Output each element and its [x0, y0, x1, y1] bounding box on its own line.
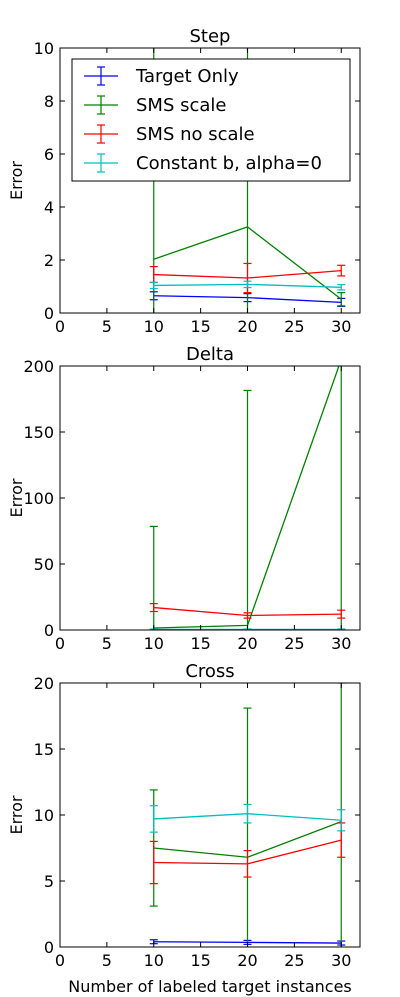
error-bar: [149, 602, 158, 613]
legend: Target Only SMS scale SMS no scale Constant…: [71, 58, 351, 182]
error-bar: [149, 840, 158, 885]
legend-box: [71, 58, 351, 182]
y-tick-label: 6: [44, 145, 54, 164]
x-tick-label: 0: [55, 634, 65, 653]
x-tick-label: 30: [331, 951, 351, 970]
y-tick-label: 50: [34, 555, 54, 574]
figure-x-axis-label: Number of labeled target instances: [68, 977, 352, 996]
series-sms-scale: [153, 48, 346, 313]
error-bar: [246, 48, 249, 313]
y-tick-label: 2: [44, 251, 54, 270]
y-tick-label: 0: [44, 304, 54, 323]
chart-panel-step: Step Error 0 5 10 15 20 25 30 0 2 4 6 8 10 Target Only S…: [7, 26, 361, 336]
x-tick-label: 20: [237, 634, 257, 653]
error-bar: [243, 850, 252, 878]
y-tick-label: 10: [34, 39, 54, 58]
y-tick-label: 200: [23, 357, 54, 376]
x-tick-label: 30: [331, 317, 351, 336]
y-tick-label: 0: [44, 621, 54, 640]
error-bar: [337, 291, 346, 307]
y-tick-label: 10: [34, 806, 54, 825]
x-tick-label: 10: [144, 634, 164, 653]
legend-item: Target Only: [84, 66, 239, 87]
y-axis-label: Error: [7, 478, 26, 517]
plot-frame: [59, 47, 361, 314]
y-axis-label: Error: [7, 161, 26, 200]
x-tick-label: 15: [190, 634, 210, 653]
error-bar: [153, 48, 155, 313]
legend-label: Target Only: [135, 66, 239, 87]
x-tick-label: 10: [144, 317, 164, 336]
x-tick-label: 10: [144, 951, 164, 970]
plot-area: [149, 683, 346, 947]
error-bar: [337, 609, 346, 619]
error-bar: [337, 264, 346, 277]
error-bar: [243, 612, 252, 619]
chart-title: Cross: [185, 661, 234, 682]
error-bar: [243, 803, 252, 824]
plot-frame: [59, 682, 361, 948]
error-bar: [337, 809, 346, 832]
x-tick-label: 5: [102, 634, 112, 653]
x-tick-label: 5: [102, 951, 112, 970]
series-sms-scale: [149, 683, 346, 947]
y-tick-label: 4: [44, 198, 54, 217]
series-sms-no-scale: [149, 262, 346, 294]
legend-item: SMS scale: [84, 95, 226, 116]
chart-panel-delta: Delta Error 0 5 10 15 20 25 30 0 50 100 150 200: [7, 344, 361, 653]
x-tick-label: 20: [237, 951, 257, 970]
x-tick-label: 5: [102, 317, 112, 336]
y-axis-label: Error: [7, 795, 26, 834]
legend-item: Constant b, alpha=0: [84, 153, 322, 174]
series-sms-no-scale: [149, 602, 346, 619]
y-tick-label: 8: [44, 92, 54, 111]
chart-panel-cross: Cross Error 0 5 10 15 20 25 30 0 5 10 15 20: [7, 661, 361, 970]
y-tick-label: 15: [34, 740, 54, 759]
legend-label: SMS scale: [136, 95, 226, 116]
x-tick-label: 30: [331, 634, 351, 653]
x-tick-label: 15: [190, 951, 210, 970]
legend-item: SMS no scale: [84, 124, 255, 145]
plot-frame: [59, 365, 361, 631]
y-tick-label: 0: [44, 938, 54, 957]
plot-area: [149, 48, 346, 313]
x-tick-label: 0: [55, 951, 65, 970]
x-tick-label: 25: [284, 634, 304, 653]
error-bar: [340, 366, 342, 630]
series-constant-b-alpha-0: [149, 280, 346, 291]
error-bar: [149, 805, 158, 833]
x-tick-label: 25: [284, 951, 304, 970]
chart-title: Step: [190, 26, 231, 47]
y-tick-label: 100: [23, 489, 54, 508]
x-tick-label: 25: [284, 317, 304, 336]
error-bar: [337, 284, 346, 291]
y-tick-label: 150: [23, 423, 54, 442]
y-tick-label: 20: [34, 674, 54, 693]
error-bar: [243, 280, 252, 289]
x-tick-label: 20: [237, 317, 257, 336]
legend-label: Constant b, alpha=0: [136, 153, 322, 174]
series-sms-no-scale: [149, 822, 346, 885]
series-constant-b-alpha-0: [149, 803, 346, 833]
error-bar: [149, 281, 158, 290]
x-tick-label: 0: [55, 317, 65, 336]
x-tick-label: 15: [190, 317, 210, 336]
chart-title: Delta: [186, 344, 234, 365]
y-tick-label: 5: [44, 872, 54, 891]
legend-label: SMS no scale: [136, 124, 255, 145]
